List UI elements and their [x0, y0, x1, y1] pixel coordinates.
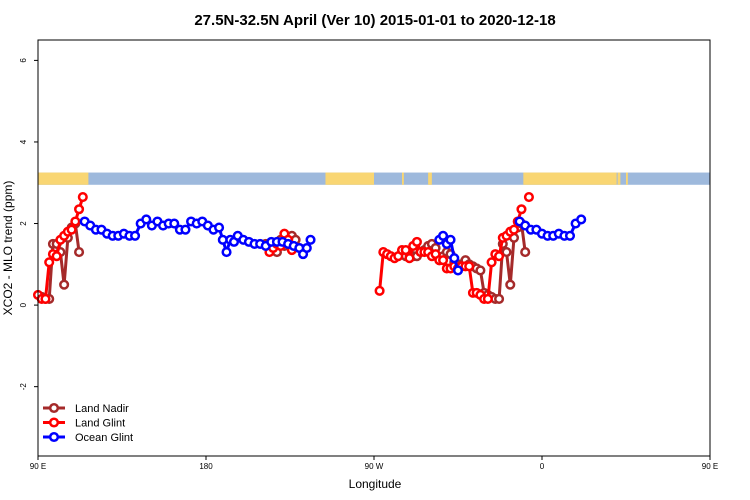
x-tick-label: 90 W	[365, 462, 384, 471]
land-band	[38, 172, 89, 185]
legend-marker	[48, 402, 60, 414]
data-point	[445, 234, 456, 245]
data-point	[130, 230, 141, 241]
data-point	[494, 293, 505, 305]
data-point	[452, 265, 464, 276]
data-point	[214, 222, 225, 233]
series-land-glint	[32, 191, 534, 305]
data-point	[464, 261, 475, 272]
land-band	[617, 172, 621, 185]
data-point	[77, 191, 88, 203]
x-axis-label: Longitude	[349, 477, 402, 491]
data-point	[74, 204, 85, 215]
y-tick-label: 4	[19, 139, 28, 144]
land-band	[523, 172, 617, 185]
series-ocean-glint	[79, 214, 587, 276]
legend-label: Land Glint	[75, 418, 125, 430]
y-tick-label: 6	[19, 58, 28, 63]
x-tick-label: 90 E	[30, 462, 46, 471]
data-point	[180, 224, 191, 235]
data-point	[501, 247, 512, 258]
data-point	[74, 247, 85, 258]
data-point	[576, 214, 587, 225]
y-axis: -2 0 2 4 6	[19, 58, 38, 391]
legend-marker	[48, 417, 60, 428]
data-point	[59, 279, 70, 290]
data-point	[449, 253, 460, 264]
y-axis-label: XCO2 - MLO trend (ppm)	[1, 181, 15, 316]
x-tick-label: 180	[199, 462, 213, 471]
data-point	[438, 255, 449, 266]
data-point	[221, 247, 232, 258]
data-point	[438, 230, 449, 241]
x-tick-label: 0	[540, 462, 545, 471]
data-point	[301, 242, 312, 254]
data-point	[44, 257, 55, 268]
legend-label: Land Nadir	[75, 403, 129, 415]
data-point	[404, 253, 415, 264]
data-point	[51, 251, 62, 262]
data-point	[520, 247, 531, 258]
plot-frame	[37, 39, 711, 457]
data-point	[516, 204, 527, 215]
land-band	[428, 172, 432, 185]
data-point	[508, 224, 520, 235]
data-point	[494, 251, 505, 262]
data-point	[486, 257, 497, 268]
land-band	[325, 172, 374, 185]
data-point	[523, 191, 534, 203]
data-point	[475, 265, 486, 276]
legend: Land Nadir Land Glint Ocean Glint	[43, 402, 133, 444]
x-axis: 90 E 180 90 W 0 90 E	[30, 456, 718, 471]
data-point	[66, 224, 77, 235]
data-point	[411, 236, 422, 247]
y-tick-label: 0	[19, 302, 28, 307]
data-point	[564, 230, 576, 241]
data-point	[400, 244, 411, 256]
data-point	[505, 279, 516, 290]
data-point	[374, 285, 385, 296]
land-band	[626, 172, 628, 185]
data-point	[141, 214, 152, 225]
x-tick-label: 90 E	[702, 462, 718, 471]
legend-marker	[48, 431, 60, 443]
chart-title: 27.5N-32.5N April (Ver 10) 2015-01-01 to…	[194, 12, 555, 29]
y-tick-label: -2	[19, 383, 28, 391]
plot-area	[32, 191, 587, 305]
data-point	[482, 293, 493, 305]
data-point	[305, 234, 316, 245]
data-point	[70, 216, 81, 227]
land-ocean-strip	[38, 172, 710, 185]
legend-label: Ocean Glint	[75, 432, 133, 444]
land-band	[402, 172, 404, 185]
y-tick-label: 2	[19, 221, 28, 226]
data-point	[169, 218, 180, 229]
data-point	[40, 293, 51, 305]
